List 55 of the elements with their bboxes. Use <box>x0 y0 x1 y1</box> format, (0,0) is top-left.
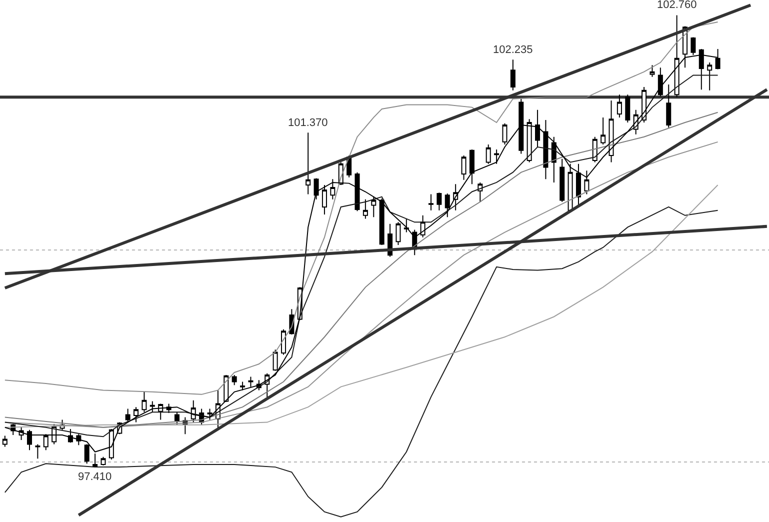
candlestick <box>404 218 409 233</box>
candlestick <box>486 144 491 164</box>
candlestick <box>314 178 319 200</box>
candlestick <box>666 84 672 128</box>
candlestick <box>461 154 466 180</box>
candlestick <box>35 444 40 460</box>
candlestick <box>576 163 581 208</box>
candlestick <box>600 116 606 145</box>
candlestick <box>232 374 237 386</box>
candlestick <box>560 158 565 202</box>
candlestick <box>134 406 139 423</box>
candlestick <box>568 163 573 211</box>
candlestick <box>510 59 516 91</box>
candlestick <box>535 109 540 148</box>
annotation: 97.410 <box>78 471 112 483</box>
candlestick <box>551 136 556 183</box>
candlestick <box>526 118 532 163</box>
candlestick <box>658 67 663 97</box>
candlestick <box>174 412 180 426</box>
candlestick <box>543 119 548 180</box>
candlestick <box>306 132 311 195</box>
candlestick <box>444 192 450 218</box>
candlestick <box>379 198 384 246</box>
candlestick <box>616 94 622 118</box>
candlestick <box>518 98 524 154</box>
candlestick <box>584 170 590 195</box>
candlestick <box>396 222 401 246</box>
candlestick <box>428 194 434 211</box>
candlestick <box>207 408 212 420</box>
candlestick <box>248 376 254 388</box>
candlestick <box>281 328 286 356</box>
candlestick <box>322 184 327 216</box>
candlestick <box>478 182 483 202</box>
candlestick <box>469 149 474 185</box>
candlestick <box>100 456 106 466</box>
candlestick <box>707 62 712 91</box>
candlestick <box>142 391 147 413</box>
candlestick <box>650 64 655 78</box>
candlestick <box>436 192 442 211</box>
candlestick <box>625 94 630 123</box>
candlestick <box>371 196 376 218</box>
candlestick <box>608 100 614 163</box>
candlestick <box>150 400 155 413</box>
candlestick <box>272 349 278 372</box>
annotation: 101.370 <box>288 117 328 129</box>
annotation: 102.235 <box>493 44 533 56</box>
candlestick <box>494 149 500 164</box>
candlestick <box>362 198 368 220</box>
candlestick <box>354 172 360 212</box>
candlestick <box>158 403 164 420</box>
candlestick <box>330 178 336 200</box>
candlestick <box>125 408 130 423</box>
candlestick <box>240 381 246 391</box>
candlestick <box>502 122 508 145</box>
annotation: 102.760 <box>657 0 697 11</box>
